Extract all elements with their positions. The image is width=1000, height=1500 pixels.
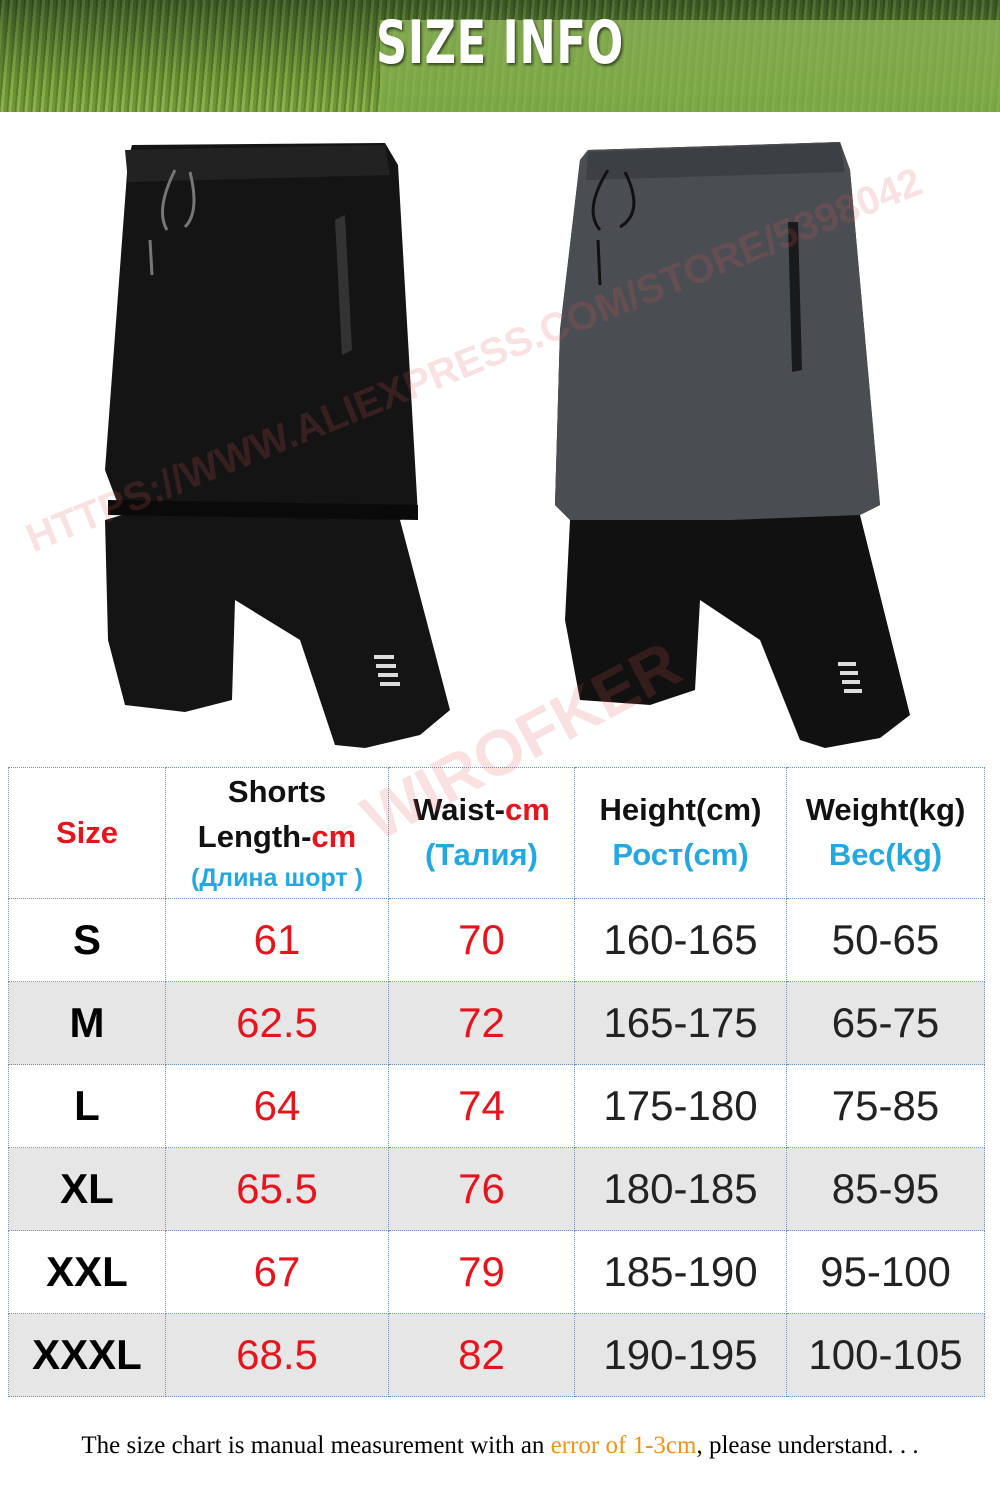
cell-waist: 72: [388, 981, 575, 1065]
table-row: XXL 67 79 185-190 95-100: [8, 1230, 985, 1314]
header-label: Length-: [197, 818, 312, 854]
table-row: M 62.5 72 165-175 65-75: [8, 981, 985, 1065]
note-text: The size chart is manual measurement wit…: [81, 1432, 551, 1459]
lawn-background: [380, 20, 1000, 112]
header-shorts-length: Shorts Length-cm (Длина шорт ): [165, 767, 389, 899]
cell-shorts-length: 65.5: [165, 1147, 389, 1231]
cell-height: 185-190: [574, 1230, 787, 1314]
cell-height: 190-195: [574, 1313, 787, 1397]
header-unit: cm: [311, 818, 357, 854]
cell-shorts-length: 61: [165, 898, 389, 982]
cell-height: 160-165: [574, 898, 787, 982]
cell-size: XXL: [8, 1230, 166, 1314]
cell-waist: 70: [388, 898, 575, 982]
product-image: [105, 142, 910, 748]
cell-waist: 82: [388, 1313, 575, 1397]
cell-weight: 95-100: [786, 1230, 985, 1314]
cell-weight: 100-105: [786, 1313, 985, 1397]
note-text-end: , please understand. . .: [696, 1432, 919, 1459]
banner-title: SIZE INFO: [375, 8, 624, 78]
header-russian: Рост(cm): [612, 837, 749, 872]
header-size-label: Size: [55, 814, 119, 850]
size-chart-table: Size Shorts Length-cm (Длина шорт ) Wais…: [8, 767, 985, 1397]
cell-waist: 74: [388, 1064, 575, 1148]
cell-weight: 75-85: [786, 1064, 985, 1148]
cell-shorts-length: 67: [165, 1230, 389, 1314]
cell-weight: 65-75: [786, 981, 985, 1065]
cell-size: M: [8, 981, 166, 1065]
cell-height: 180-185: [574, 1147, 787, 1231]
cell-size: S: [8, 898, 166, 982]
cell-size: L: [8, 1064, 166, 1148]
cell-shorts-length: 64: [165, 1064, 389, 1148]
cell-waist: 76: [388, 1147, 575, 1231]
header-russian: (Талия): [425, 837, 538, 872]
table-row: XL 65.5 76 180-185 85-95: [8, 1147, 985, 1231]
measurement-note: The size chart is manual measurement wit…: [0, 1432, 1000, 1460]
cell-weight: 85-95: [786, 1147, 985, 1231]
table-row: L 64 74 175-180 75-85: [8, 1064, 985, 1148]
gray-shorts-image: [555, 142, 910, 748]
black-shorts-image: [105, 143, 450, 748]
header-label: Shorts: [227, 773, 327, 809]
header-row: Size Shorts Length-cm (Длина шорт ) Wais…: [8, 767, 985, 899]
cell-height: 165-175: [574, 981, 787, 1065]
header-height: Height(cm) Рост(cm): [574, 767, 787, 899]
header-label: Weight(kg): [805, 792, 966, 828]
header-size: Size: [8, 767, 166, 899]
cell-shorts-length: 68.5: [165, 1313, 389, 1397]
header-weight: Weight(kg) Вес(kg): [786, 767, 985, 899]
header-russian: (Длина шорт ): [191, 863, 363, 892]
header-russian: Вес(kg): [828, 837, 943, 872]
banner: SIZE INFO: [0, 0, 1000, 112]
cell-height: 175-180: [574, 1064, 787, 1148]
header-label: Waist-: [413, 792, 506, 828]
cell-size: XXXL: [8, 1313, 166, 1397]
note-highlight: error of 1-3cm: [550, 1432, 697, 1459]
table-row: S 61 70 160-165 50-65: [8, 898, 985, 982]
header-unit: cm: [505, 792, 550, 828]
table-row: XXXL 68.5 82 190-195 100-105: [8, 1313, 985, 1397]
cell-size: XL: [8, 1147, 166, 1231]
cell-weight: 50-65: [786, 898, 985, 982]
header-label: Height(cm): [599, 792, 762, 828]
cell-shorts-length: 62.5: [165, 981, 389, 1065]
cell-waist: 79: [388, 1230, 575, 1314]
header-waist: Waist-cm (Талия): [388, 767, 575, 899]
